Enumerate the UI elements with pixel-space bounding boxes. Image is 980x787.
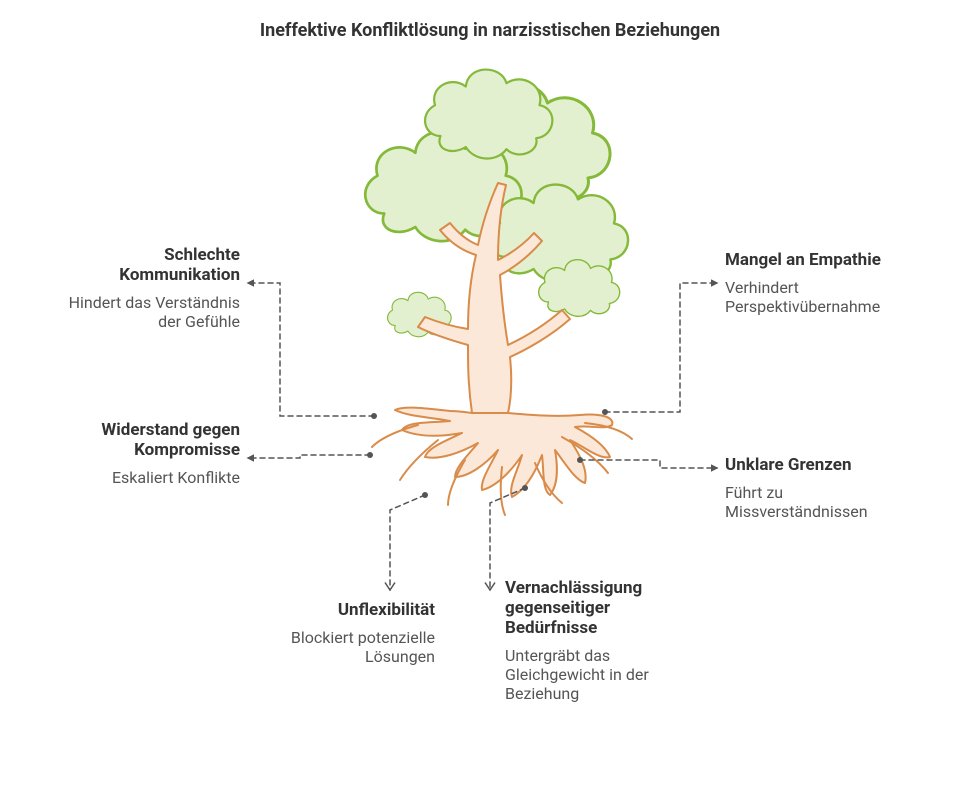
- label-heading: Unflexibilität: [275, 600, 435, 620]
- label-l6: Mangel an Empathie Verhindert Perspektivü…: [725, 250, 945, 316]
- label-sub: Blockiert potenzielle Lösungen: [275, 628, 435, 666]
- label-heading: Vernachlässigung gegenseitiger Bedürfnis…: [505, 578, 685, 638]
- label-heading: Schlechte Kommunikation: [50, 245, 240, 285]
- label-l3: Unflexibilität Blockiert potenzielle Lösu…: [275, 600, 435, 666]
- label-l5: Unklare Grenzen Führt zu Missverständniss…: [725, 455, 925, 521]
- label-heading: Mangel an Empathie: [725, 250, 945, 270]
- label-l1: Schlechte Kommunikation Hindert das Verst…: [50, 245, 240, 331]
- diagram-title: Ineffektive Konfliktlösung in narzisstis…: [0, 20, 980, 41]
- label-sub: Untergräbt das Gleichgewicht in der Bezi…: [505, 646, 685, 703]
- label-sub: Führt zu Missverständnissen: [725, 483, 925, 521]
- label-heading: Unklare Grenzen: [725, 455, 925, 475]
- tree-illustration: [300, 65, 680, 545]
- label-sub: Verhindert Perspektivübernahme: [725, 278, 945, 316]
- label-l4: Vernachlässigung gegenseitiger Bedürfnis…: [505, 578, 685, 703]
- label-l2: Widerstand gegen Kompromisse Eskaliert Ko…: [50, 420, 240, 487]
- label-sub: Eskaliert Konflikte: [50, 468, 240, 487]
- label-heading: Widerstand gegen Kompromisse: [50, 420, 240, 460]
- label-sub: Hindert das Verständnis der Gefühle: [50, 293, 240, 331]
